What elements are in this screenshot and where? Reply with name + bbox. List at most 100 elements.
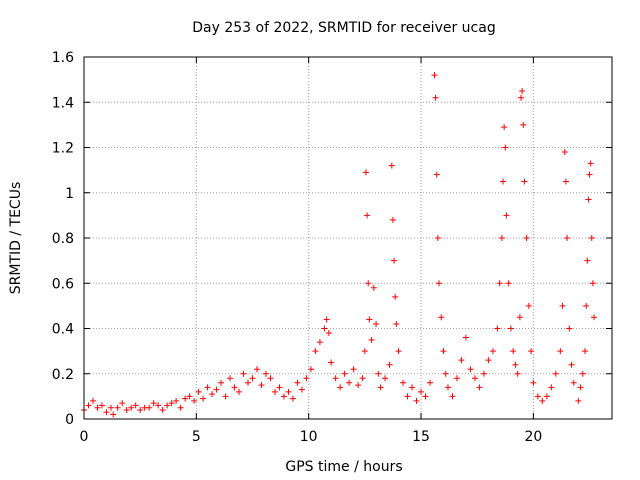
data-point [262,370,269,377]
x-tick-label: 5 [192,429,201,445]
data-point [164,402,171,409]
data-point [245,379,252,386]
data-point [564,235,571,241]
axis-ticks: 0 5 10 15 20 0 0.2 0.4 0.6 0.8 1 1.2 1.4 1.6 [52,50,612,445]
data-point [505,280,512,287]
data-point [501,124,508,131]
data-point [400,379,407,386]
data-point [570,379,577,386]
data-point [516,314,523,321]
data-point [110,411,117,418]
data-point [393,320,400,327]
data-point [587,160,594,167]
data-point [289,395,296,402]
data-point [373,320,380,327]
data-point [361,348,368,355]
data-point [500,178,507,185]
data-point [588,235,595,241]
data-point [539,397,546,404]
data-point [559,302,566,309]
data-point [209,391,216,398]
data-point [584,257,591,264]
data-point [375,370,382,377]
y-tick-label: 0.6 [52,276,74,292]
data-point [589,280,596,287]
data-point [520,121,527,128]
data-point [391,257,398,264]
data-point [350,366,357,373]
y-tick-label: 0 [65,412,74,428]
data-point [365,280,372,287]
data-point [530,379,537,386]
data-point [362,169,369,176]
data-point [521,178,528,185]
grid-lines [84,57,612,419]
data-point [177,404,184,411]
y-axis-label: SRMTID / TECUs [8,182,24,295]
data-point [575,397,582,404]
data-point [480,370,487,377]
data-point [271,388,278,395]
data-point [561,149,568,156]
data-point [364,212,371,219]
data-point [236,388,243,395]
data-point [591,314,598,321]
data-point [582,348,589,355]
y-tick-label: 1 [65,186,74,202]
data-point [534,393,541,400]
data-point [432,94,439,101]
data-point [523,235,530,241]
data-point [107,404,114,411]
y-tick-label: 1.4 [52,95,74,111]
data-point [249,375,256,382]
data-point [579,370,586,377]
data-point [413,397,420,404]
data-point [276,384,283,391]
data-point [449,393,456,400]
data-point [442,370,449,377]
data-point [307,366,314,373]
data-point [98,402,105,409]
data-point [294,379,301,386]
data-point [548,384,555,391]
data-point [368,336,375,343]
data-point [525,302,532,309]
data-point [519,87,526,94]
data-point [159,406,166,413]
y-tick-label: 0.2 [52,367,74,383]
data-point [438,314,445,321]
x-tick-label: 15 [412,429,430,445]
data-point [562,178,569,185]
data-point [583,302,590,309]
data-point [213,386,220,393]
data-point [427,379,434,386]
data-point [323,316,330,323]
data-point [392,293,399,300]
data-point [346,379,353,386]
data-point [128,404,135,411]
x-axis-label: GPS time / hours [285,459,402,475]
data-point [240,370,247,377]
data-point [458,357,465,364]
data-point [191,397,198,404]
data-point [388,162,395,169]
data-point [512,361,519,368]
data-point [94,404,101,411]
data-point [389,216,396,223]
data-point [514,370,521,377]
data-point [146,404,153,411]
data-point [489,348,496,355]
data-point [382,375,389,382]
data-point [303,375,310,382]
data-points [81,72,598,418]
data-point [195,388,202,395]
data-point [359,375,366,382]
data-point [182,395,189,402]
data-point [173,397,180,404]
data-point [267,375,274,382]
data-point [453,375,460,382]
data-point [285,388,292,395]
data-point [85,402,92,409]
data-point [510,348,517,355]
data-point [298,386,305,393]
